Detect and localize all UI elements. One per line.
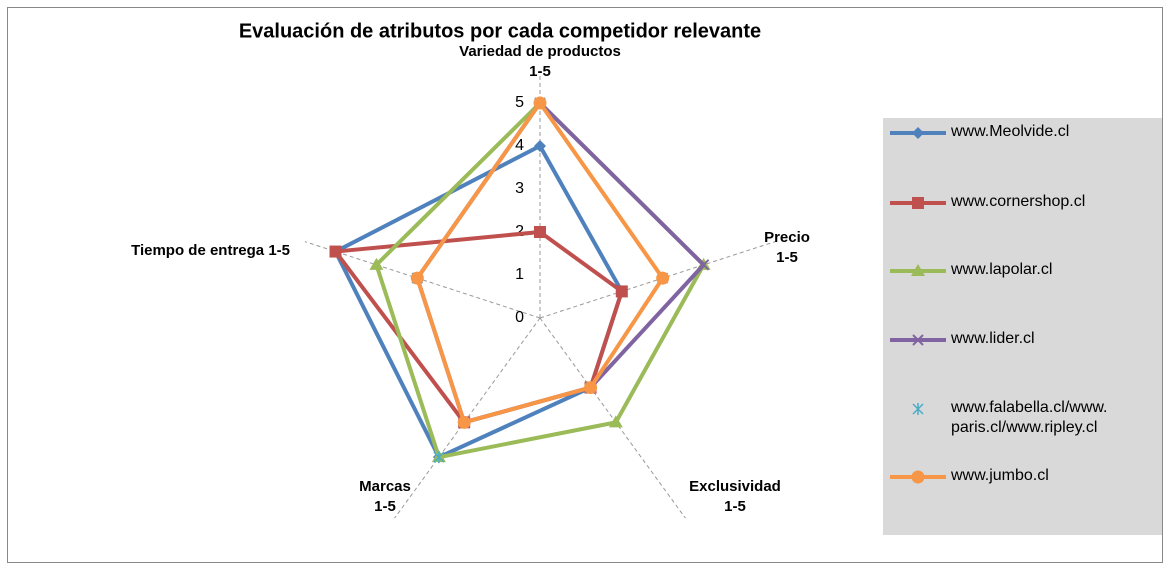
marker bbox=[533, 96, 547, 110]
category-label: 1-5 bbox=[374, 498, 396, 515]
category-label: 1-5 bbox=[529, 63, 551, 80]
marker bbox=[911, 264, 925, 276]
marker bbox=[369, 257, 384, 270]
legend-swatch bbox=[912, 403, 924, 415]
legend-swatch bbox=[890, 470, 946, 484]
legend-item: www.lapolar.cl bbox=[883, 256, 1162, 296]
marker bbox=[912, 197, 924, 209]
marker bbox=[534, 226, 546, 238]
marker bbox=[912, 334, 924, 346]
series-line bbox=[415, 101, 665, 425]
marker bbox=[410, 271, 424, 285]
category-label: Tiempo de entrega 1-5 bbox=[131, 242, 290, 259]
category-label: 1-5 bbox=[724, 498, 746, 515]
marker bbox=[912, 127, 924, 139]
axis-spoke bbox=[394, 317, 541, 519]
marker bbox=[615, 285, 628, 298]
marker bbox=[608, 415, 623, 428]
legend-item: www.falabella.cl/www.paris.cl/www.ripley… bbox=[883, 394, 1162, 436]
marker bbox=[697, 259, 710, 271]
legend-swatch bbox=[890, 197, 946, 209]
legend-label: www.jumbo.cl bbox=[951, 467, 1049, 484]
legend-label: www.lapolar.cl bbox=[951, 261, 1053, 278]
category-label: 1-5 bbox=[776, 249, 798, 266]
axis-spoke bbox=[539, 241, 776, 319]
legend-label: www.cornershop.cl bbox=[951, 193, 1086, 210]
marker bbox=[584, 381, 598, 395]
r-tick-label: 0 bbox=[515, 309, 524, 326]
axis-spoke bbox=[539, 317, 686, 519]
legend-swatch bbox=[890, 264, 946, 276]
r-tick-label: 2 bbox=[515, 223, 524, 240]
legend-item: www.Meolvide.cl bbox=[883, 118, 1162, 158]
chart-title: Evaluación de atributos por cada competi… bbox=[239, 20, 761, 42]
marker bbox=[656, 271, 670, 285]
marker bbox=[534, 140, 546, 152]
legend-item: www.lider.cl bbox=[883, 325, 1162, 365]
legend-swatch bbox=[890, 334, 946, 346]
series-line bbox=[415, 101, 706, 425]
marker bbox=[912, 403, 924, 415]
marker bbox=[911, 470, 925, 484]
marker bbox=[457, 415, 471, 429]
marker bbox=[329, 245, 342, 258]
legend-swatch bbox=[890, 127, 946, 139]
axis-spoke bbox=[304, 241, 541, 319]
series-line bbox=[333, 144, 624, 460]
chart-border bbox=[7, 7, 1163, 563]
r-tick-label: 5 bbox=[515, 94, 524, 111]
marker bbox=[433, 451, 445, 464]
category-label: Precio bbox=[764, 229, 810, 246]
legend: www.Meolvide.cl www.cornershop.cl www.lapo… bbox=[883, 118, 1162, 535]
legend-label: www.falabella.cl/www.paris.cl/www.ripley… bbox=[951, 399, 1108, 436]
r-tick-label: 1 bbox=[515, 266, 524, 283]
category-label: Exclusividad bbox=[689, 478, 781, 495]
category-label: Variedad de productos bbox=[459, 43, 621, 60]
r-tick-label: 4 bbox=[515, 137, 524, 154]
category-label: Marcas bbox=[359, 478, 411, 495]
legend-item: www.jumbo.cl bbox=[883, 462, 1162, 502]
legend-item: www.cornershop.cl bbox=[883, 188, 1162, 228]
r-tick-label: 3 bbox=[515, 180, 524, 197]
legend-label: www.Meolvide.cl bbox=[951, 123, 1070, 140]
legend-label: www.lider.cl bbox=[951, 330, 1035, 347]
